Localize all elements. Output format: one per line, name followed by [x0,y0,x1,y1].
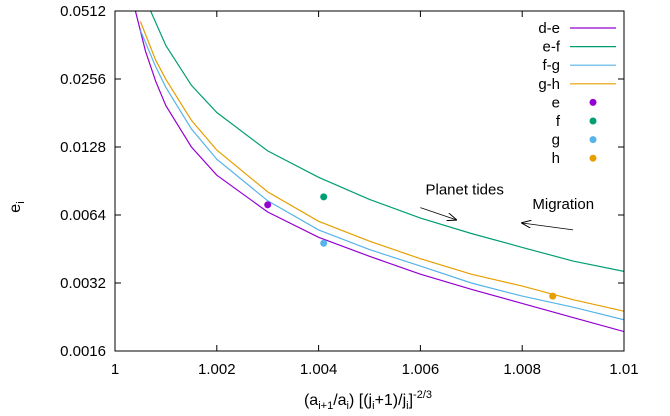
legend-label-g: g [552,132,560,149]
y-tick-label: 0.0032 [60,275,106,292]
x-axis-label: (ai+1/ai) [(ji+1)/ji]-2/3 [304,389,432,412]
series-line-e-f [150,11,624,272]
legend-marker-h [589,154,597,162]
annotation-0: Planet tides [425,181,503,198]
y-tick-label: 0.0256 [60,71,106,88]
series-line-d-e [134,11,624,333]
x-tick-label: 1 [111,361,119,378]
axes-layer: 1 1.002 1.004 1.006 1.008 1.01 0.0016 0.0032 0.0… [60,3,638,378]
x-tick-label: 1.01 [609,361,638,378]
legend-label-d-e: d-e [538,20,560,37]
y-tick-label: 0.0016 [60,343,106,360]
data-point-h [549,292,557,300]
legend-marker-e [589,98,597,106]
legend-label-h: h [552,150,560,167]
x-tick-label: 1.006 [402,361,440,378]
y-tick-label: 0.0064 [60,207,106,224]
legend-label-f-g: f-g [542,57,560,74]
annotation-arrow-1 [522,223,574,231]
series-line-g-h [139,21,624,312]
legend-marker-g [589,136,597,144]
legend-label-f: f [556,113,561,130]
plot-frame [114,10,625,352]
legend-label-e-f: e-f [542,39,560,56]
x-tick-label: 1.002 [198,361,236,378]
annotation-1: Migration [532,196,594,213]
y-axis-label: ei [7,201,27,212]
y-tick-label: 0.0128 [60,139,106,156]
series-layer [134,11,624,333]
y-tick-label: 0.0512 [60,3,106,20]
points-layer [264,193,557,300]
annotation-arrow-0 [420,207,456,220]
annotation-layer: Planet tides Migration [420,181,594,231]
legend-label-g-h: g-h [538,76,560,93]
data-point-f [320,193,328,201]
series-line-f-g [139,30,624,321]
x-tick-label: 1.004 [300,361,338,378]
data-point-e [264,201,272,209]
legend-label-e: e [552,94,560,111]
legend-marker-f [589,117,597,125]
data-point-g [320,239,328,247]
x-tick-label: 1.008 [503,361,541,378]
